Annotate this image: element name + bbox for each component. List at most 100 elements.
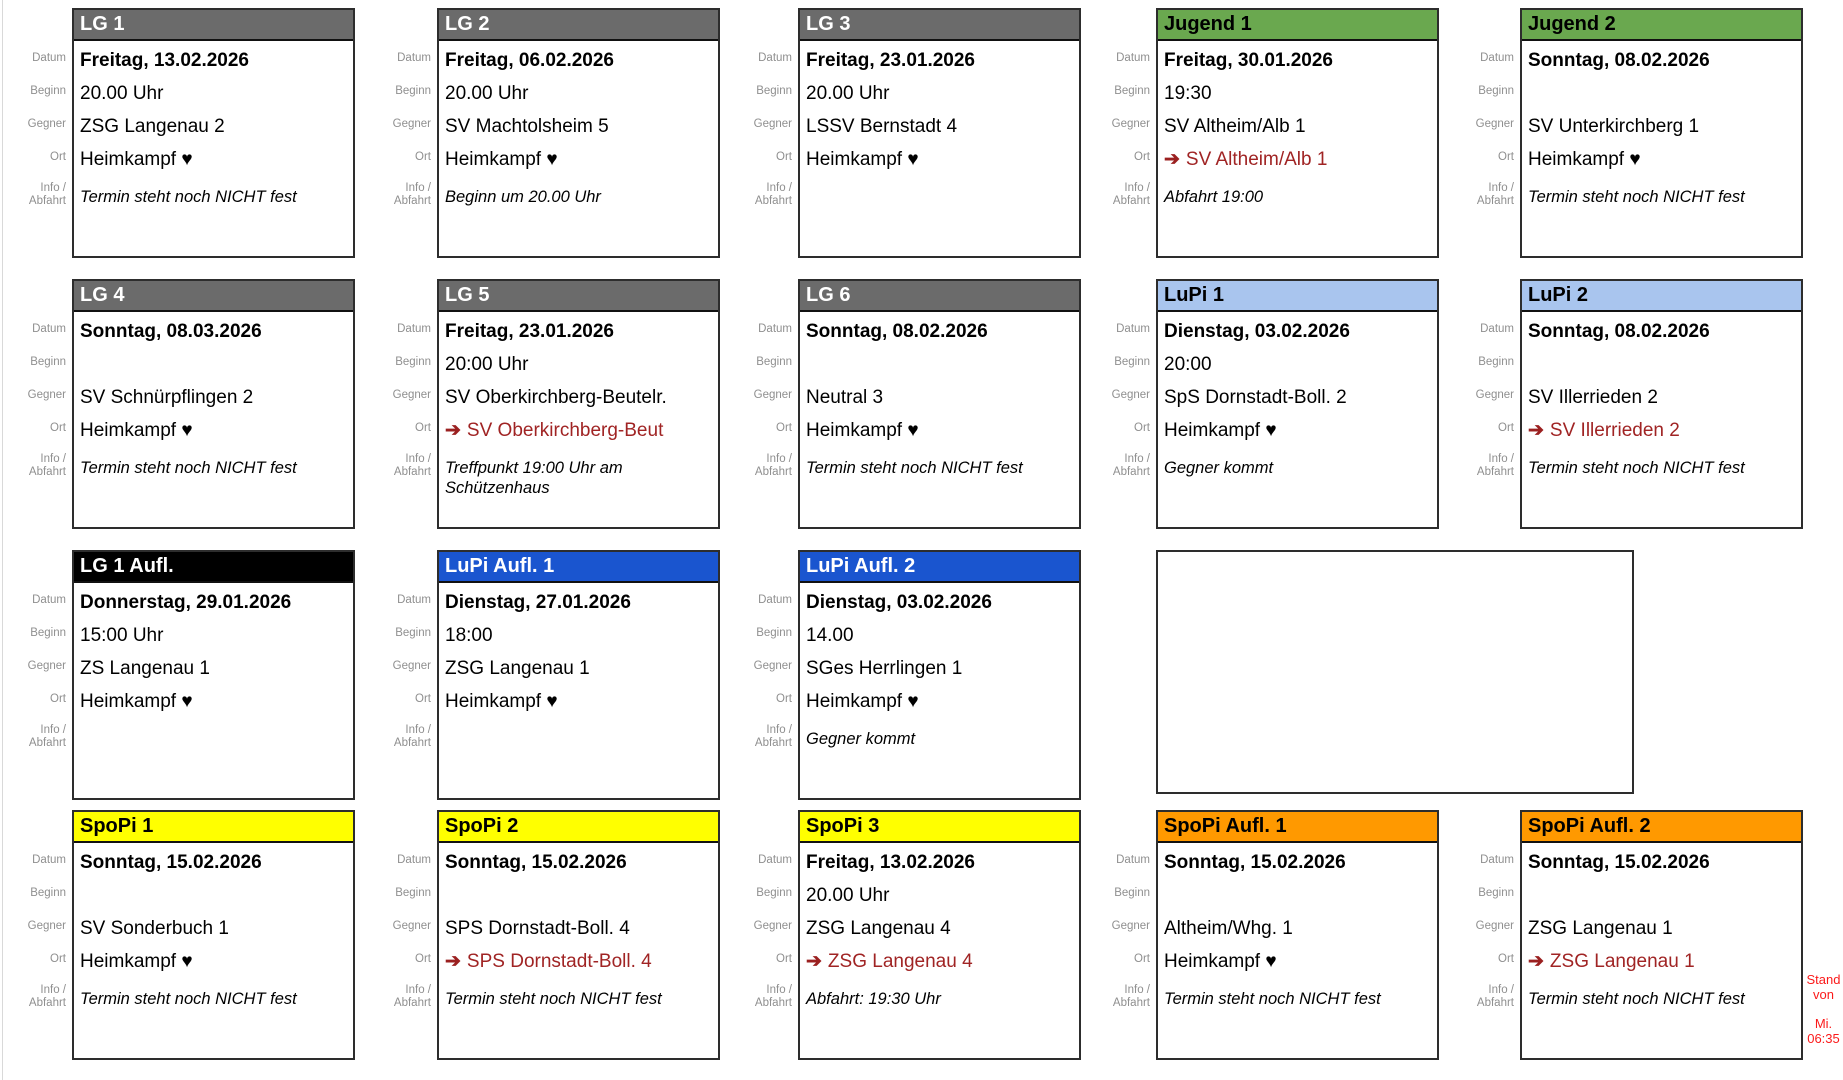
row-label-info: Info / (405, 453, 431, 465)
card-team-title: SpoPi Aufl. 2 (1522, 812, 1801, 843)
page-edge-divider (2, 0, 3, 1080)
row-label-ort: Ort (50, 693, 66, 705)
card-location-value: Heimkampf ♥ (1522, 143, 1801, 176)
card-location-text: SPS Dornstadt-Boll. 4 (466, 951, 652, 972)
row-label-ort: Ort (776, 693, 792, 705)
card-location-text: Heimkampf ♥ (445, 691, 558, 712)
row-label-abfahrt: Abfahrt (393, 466, 431, 478)
card-team-title: SpoPi 2 (439, 812, 718, 843)
card-info-value (800, 187, 1079, 207)
card-team-title: LG 3 (800, 10, 1079, 41)
row-label-datum: Datum (1116, 854, 1150, 866)
match-card-slot: Datum Beginn Gegner Ort Info / Abfahrt S… (8, 810, 360, 1062)
card-info-value: Treffpunkt 19:00 Uhr am Schützenhaus (445, 459, 623, 497)
card-body: Sonntag, 15.02.2026 Altheim/Whg. 1 Heimk… (1158, 843, 1437, 1009)
row-label-datum: Datum (1480, 323, 1514, 335)
row-label-datum: Datum (32, 594, 66, 606)
row-label-info: Info / (1124, 453, 1150, 465)
row-label-gutter: Datum Beginn Gegner Ort Info / Abfahrt (1092, 810, 1150, 1062)
card-info-value: Termin steht noch NICHT fest (806, 459, 1023, 477)
card-body: Sonntag, 15.02.2026 ZSG Langenau 1 ➔ ZSG … (1522, 843, 1801, 1009)
card-body: Freitag, 23.01.2026 20:00 Uhr SV Oberkir… (439, 312, 718, 498)
card-date-value: Dienstag, 03.02.2026 (806, 592, 992, 613)
last-updated-line: Stand (1806, 972, 1841, 987)
row-label-beginn: Beginn (1114, 85, 1150, 97)
row-label-abfahrt: Abfahrt (393, 195, 431, 207)
card-location-text: Heimkampf ♥ (80, 951, 193, 972)
card-start-value: 20.00 Uhr (806, 885, 890, 906)
card-location-value: Heimkampf ♥ (800, 414, 1079, 447)
card-body: Sonntag, 15.02.2026 SV Sonderbuch 1 Heim… (74, 843, 353, 1009)
row-label-datum: Datum (758, 52, 792, 64)
card-date-value: Freitag, 06.02.2026 (445, 50, 614, 71)
row-label-gegner: Gegner (392, 920, 431, 932)
match-card-slot: Datum Beginn Gegner Ort Info / Abfahrt L… (1456, 279, 1808, 531)
row-label-gutter: Datum Beginn Gegner Ort Info / Abfahrt (373, 8, 431, 260)
row-label-abfahrt: Abfahrt (1476, 195, 1514, 207)
card-date-value: Freitag, 23.01.2026 (806, 50, 975, 71)
row-label-info: Info / (1488, 453, 1514, 465)
row-label-ort: Ort (50, 953, 66, 965)
row-label-abfahrt: Abfahrt (1476, 466, 1514, 478)
row-label-beginn: Beginn (395, 627, 431, 639)
card-info-value (74, 729, 353, 749)
match-card: LG 1 Freitag, 13.02.2026 20.00 Uhr ZSG L… (72, 8, 355, 258)
row-label-datum: Datum (758, 323, 792, 335)
row-label-datum: Datum (397, 323, 431, 335)
last-updated-line: 06:35 (1807, 1031, 1840, 1046)
card-date-value: Sonntag, 15.02.2026 (445, 852, 627, 873)
card-body: Dienstag, 03.02.2026 20:00 SpS Dornstadt… (1158, 312, 1437, 478)
match-card-slot: Datum Beginn Gegner Ort Info / Abfahrt L… (8, 550, 360, 802)
card-info-value: Abfahrt: 19:30 Uhr (806, 990, 941, 1008)
match-card: LG 6 Sonntag, 08.02.2026 Neutral 3 Heimk… (798, 279, 1081, 529)
card-start-value (74, 348, 353, 381)
row-label-beginn: Beginn (1114, 887, 1150, 899)
row-label-gutter: Datum Beginn Gegner Ort Info / Abfahrt (1456, 810, 1514, 1062)
card-body: Freitag, 30.01.2026 19:30 SV Altheim/Alb… (1158, 41, 1437, 207)
row-label-ort: Ort (415, 953, 431, 965)
row-label-ort: Ort (776, 953, 792, 965)
match-card: LuPi Aufl. 2 Dienstag, 03.02.2026 14.00 … (798, 550, 1081, 800)
row-label-abfahrt: Abfahrt (1112, 195, 1150, 207)
card-location-text: Heimkampf ♥ (445, 149, 558, 170)
card-opponent-value: SV Illerrieden 2 (1528, 387, 1658, 408)
row-label-info: Info / (766, 182, 792, 194)
match-card: LG 5 Freitag, 23.01.2026 20:00 Uhr SV Ob… (437, 279, 720, 529)
last-updated-line: von (1813, 987, 1834, 1002)
card-opponent-value: LSSV Bernstadt 4 (806, 116, 958, 137)
card-location-value: ➔ SV Altheim/Alb 1 (1158, 143, 1437, 176)
card-team-title: LG 4 (74, 281, 353, 312)
row-label-gegner: Gegner (392, 660, 431, 672)
row-label-datum: Datum (32, 52, 66, 64)
card-date-value: Sonntag, 08.02.2026 (1528, 50, 1710, 71)
card-location-value: Heimkampf ♥ (439, 143, 718, 176)
row-label-ort: Ort (1498, 422, 1514, 434)
card-start-value: 14.00 (806, 625, 854, 646)
match-card: LuPi Aufl. 1 Dienstag, 27.01.2026 18:00 … (437, 550, 720, 800)
card-location-value: Heimkampf ♥ (800, 143, 1079, 176)
row-label-beginn: Beginn (1478, 356, 1514, 368)
match-card-slot: Datum Beginn Gegner Ort Info / Abfahrt L… (8, 8, 360, 260)
match-card: Jugend 1 Freitag, 30.01.2026 19:30 SV Al… (1156, 8, 1439, 258)
card-date-value: Freitag, 13.02.2026 (806, 852, 975, 873)
row-label-info: Info / (40, 453, 66, 465)
match-card-slot: Datum Beginn Gegner Ort Info / Abfahrt L… (373, 550, 725, 802)
row-label-abfahrt: Abfahrt (1112, 997, 1150, 1009)
row-label-abfahrt: Abfahrt (754, 466, 792, 478)
row-label-gegner: Gegner (27, 920, 66, 932)
row-label-gegner: Gegner (1475, 920, 1514, 932)
row-label-beginn: Beginn (756, 887, 792, 899)
card-date-value: Sonntag, 08.02.2026 (1528, 321, 1710, 342)
row-label-gutter: Datum Beginn Gegner Ort Info / Abfahrt (1456, 279, 1514, 531)
card-team-title: LG 1 Aufl. (74, 552, 353, 583)
row-label-ort: Ort (415, 693, 431, 705)
card-start-value (439, 879, 718, 912)
card-location-value: ➔ ZSG Langenau 4 (800, 945, 1079, 978)
card-body: Freitag, 06.02.2026 20.00 Uhr SV Machtol… (439, 41, 718, 207)
card-opponent-value: SPS Dornstadt-Boll. 4 (445, 918, 630, 939)
card-opponent-value: Neutral 3 (806, 387, 884, 408)
card-start-value (800, 348, 1079, 381)
card-body: Sonntag, 08.02.2026 SV Illerrieden 2 ➔ SV… (1522, 312, 1801, 478)
match-card: LG 4 Sonntag, 08.03.2026 SV Schnürpfling… (72, 279, 355, 529)
row-label-gutter: Datum Beginn Gegner Ort Info / Abfahrt (373, 279, 431, 531)
